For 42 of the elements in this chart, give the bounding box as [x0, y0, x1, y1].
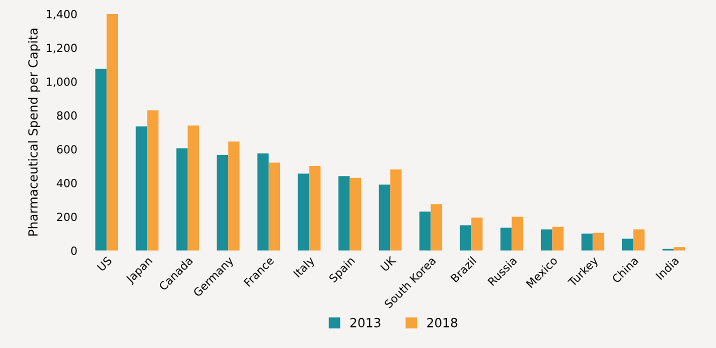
bar [592, 232, 604, 251]
bar [674, 247, 686, 251]
legend-label: 2013 [350, 318, 380, 328]
bar [633, 229, 645, 251]
bar [512, 216, 524, 251]
bar [257, 153, 269, 251]
bar [500, 228, 512, 251]
y-tick-label: 1,400 [46, 10, 77, 20]
bar [552, 226, 564, 251]
bar [390, 169, 402, 251]
bar [147, 110, 158, 251]
y-tick-label: 800 [57, 111, 77, 120]
x-tick-label: US [96, 256, 112, 272]
bar [298, 174, 310, 251]
bar [378, 184, 390, 251]
bar [419, 212, 431, 251]
bar [350, 178, 362, 251]
y-tick-label: 0 [71, 246, 77, 255]
bar [95, 68, 107, 251]
bar [216, 155, 228, 251]
bar [106, 14, 118, 251]
bar [471, 218, 483, 251]
bar [581, 234, 593, 251]
bar [430, 204, 442, 251]
bar [136, 126, 148, 251]
bar [460, 225, 472, 251]
bar [176, 148, 188, 251]
y-tick-label: 200 [57, 212, 77, 222]
y-tick-label: 400 [56, 178, 77, 188]
y-tick-label: 600 [57, 145, 77, 154]
legend-label: 2018 [427, 318, 458, 328]
bar [228, 142, 240, 251]
bar [268, 162, 280, 251]
y-tick-label: 1,000 [46, 78, 77, 88]
y-tick-label: 1,200 [46, 44, 77, 54]
bar [309, 166, 321, 251]
bar [338, 176, 350, 251]
y-axis-title: Pharmaceutical Spend per Capita [28, 28, 40, 236]
bar [540, 229, 552, 251]
x-tick-label: UK [380, 256, 396, 272]
bar [622, 238, 634, 251]
bar [188, 125, 200, 251]
